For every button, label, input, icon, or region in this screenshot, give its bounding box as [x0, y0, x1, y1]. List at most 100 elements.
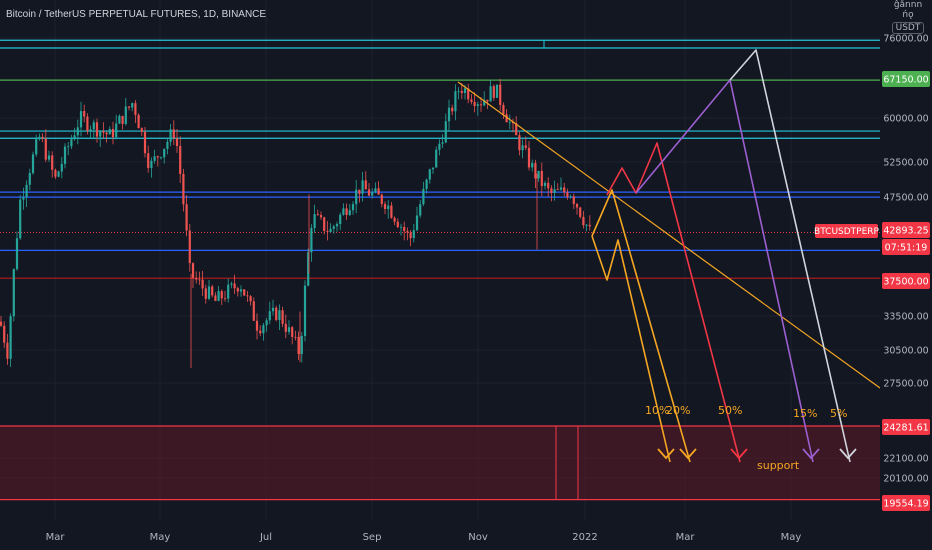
candle-body: [211, 286, 214, 296]
scale-top-label: ĝǻnnn ńǫ: [893, 0, 923, 20]
price-tag: [882, 222, 930, 238]
candle-body: [169, 129, 172, 142]
candle-body: [393, 217, 396, 222]
candle-body: [227, 284, 230, 299]
candle-body: [278, 310, 281, 320]
candle-body: [431, 167, 435, 170]
candle-body: [412, 230, 415, 239]
candle-body: [15, 238, 19, 270]
candle-body: [515, 123, 518, 136]
arrow-head: [839, 448, 857, 460]
price-tick-label: 22100.00: [883, 454, 928, 465]
candle-body: [457, 91, 460, 92]
candle-body: [252, 301, 255, 321]
candle-body: [310, 228, 313, 253]
trend-line: [457, 81, 881, 389]
price-tick-label: 60000.00: [883, 114, 928, 125]
candle-body: [339, 214, 342, 225]
candle-body: [57, 171, 60, 177]
candle-body: [566, 192, 569, 198]
candle-body: [505, 114, 508, 123]
time-tick-label: Mar: [46, 532, 66, 543]
candle-body: [540, 170, 543, 187]
candle-body: [524, 145, 527, 148]
candle-body: [534, 163, 537, 179]
price-tag: [882, 239, 930, 255]
chart-title: Bitcoin / TetherUS PERPETUAL FUTURES, 1D…: [6, 9, 267, 20]
arrow-head: [730, 448, 748, 460]
candle-body: [243, 289, 246, 296]
candle-body: [51, 155, 54, 170]
support-zone: [0, 425, 880, 501]
time-tick-label: Jul: [259, 532, 272, 543]
candle-body: [115, 123, 118, 138]
candle-body: [217, 291, 220, 301]
candle-body: [259, 330, 262, 334]
candle-body: [265, 320, 268, 326]
candle-body: [355, 189, 358, 205]
currency-label: USDT: [892, 22, 924, 34]
candle-body: [0, 321, 3, 326]
candle-body: [19, 199, 22, 239]
candle-body: [473, 101, 476, 106]
candle-body: [41, 136, 44, 139]
candle-body: [582, 216, 585, 226]
arrow-head: [802, 448, 820, 460]
candle-body: [239, 289, 243, 292]
candle-body: [143, 131, 147, 154]
time-tick-label: Mar: [676, 532, 696, 543]
candle-body: [419, 204, 422, 216]
candle-body: [92, 122, 95, 130]
candle-body: [323, 217, 326, 231]
price-tag: [882, 495, 930, 511]
candle-body: [332, 226, 335, 229]
candle-body: [223, 298, 227, 300]
candle-body: [153, 156, 156, 161]
candle-body: [300, 335, 303, 355]
candle-body: [428, 169, 431, 180]
candlestick-series: [0, 78, 591, 368]
support-zone-fill: [0, 425, 880, 500]
candle-body: [521, 145, 524, 151]
candle-body: [495, 84, 499, 98]
candle-body: [73, 135, 76, 140]
candle-body: [172, 129, 175, 139]
candle-body: [275, 307, 278, 320]
time-tick-label: 2022: [572, 532, 597, 543]
candle-body: [246, 295, 249, 297]
candle-body: [351, 204, 355, 211]
price-tag-label: 37500.00: [883, 277, 928, 288]
candle-body: [198, 279, 201, 281]
candle-body: [579, 207, 582, 217]
time-tick-label: Nov: [468, 532, 488, 543]
candle-body: [166, 141, 169, 149]
candle-body: [22, 197, 25, 200]
candle-body: [182, 173, 185, 205]
candle-body: [271, 307, 275, 312]
candle-body: [575, 203, 579, 208]
candle-body: [335, 224, 339, 227]
price-tick-label: 30500.00: [883, 346, 928, 357]
symbol-tag: [815, 224, 878, 238]
candle-body: [380, 194, 383, 204]
arrow-head: [679, 448, 697, 460]
candle-body: [553, 189, 556, 193]
candle-body: [303, 285, 307, 336]
candle-body: [527, 147, 531, 168]
horizontal-levels: [0, 39, 880, 279]
candle-body: [326, 230, 329, 233]
candle-body: [489, 86, 492, 102]
candle-body: [463, 88, 467, 94]
time-tick-label: Sep: [363, 532, 382, 543]
scale-unit[interactable]: ĝǻnnn ńǫ USDT: [888, 0, 928, 34]
candle-body: [12, 269, 15, 317]
candle-body: [383, 203, 387, 210]
scenario-label: 50%: [718, 404, 742, 417]
candle-body: [572, 196, 575, 204]
symbol-tag-label: BTCUSDTPERP: [814, 227, 880, 237]
candle-body: [6, 342, 9, 359]
price-tag-label: 19554.19: [883, 499, 928, 510]
candle-body: [255, 320, 259, 331]
candle-body: [367, 189, 371, 196]
